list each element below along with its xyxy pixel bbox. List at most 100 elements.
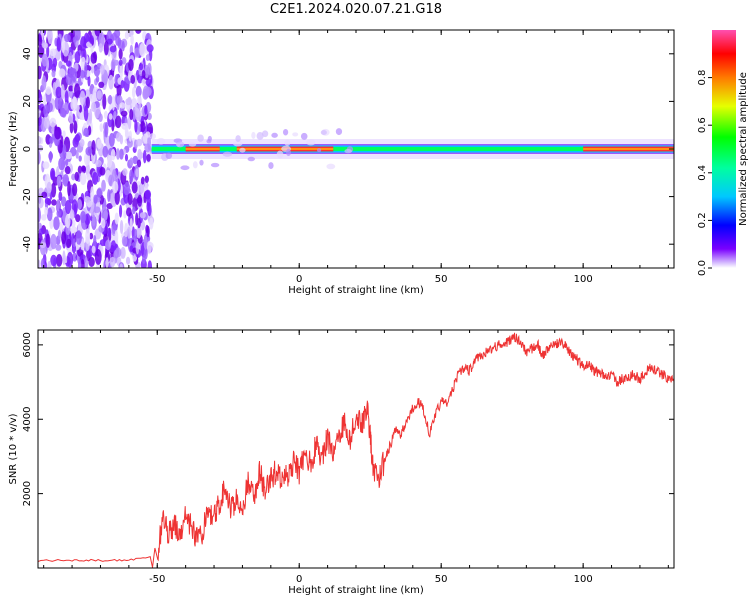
0-y-tick-label: 20 [22, 95, 33, 108]
heatmap-noise-cell [119, 220, 124, 235]
heatmap-noise-cell [79, 90, 86, 106]
heatmap-noise-cell [80, 258, 85, 268]
heatmap-noise-cell [43, 118, 51, 129]
snr-series-line [38, 332, 674, 568]
heatmap-noise-cell [144, 175, 149, 183]
heatmap-noise-cell [50, 167, 56, 181]
heatmap-noise-cell [74, 83, 81, 98]
heatmap-noise-cell [90, 45, 94, 53]
heatmap-noise-cell [132, 206, 136, 215]
heatmap-noise-cell [100, 217, 106, 229]
heatmap-noise-cell [129, 157, 134, 166]
heatmap-band-blob [175, 141, 185, 148]
heatmap-noise-cell [134, 47, 141, 58]
heatmap-noise-cell [91, 140, 96, 156]
heatmap-noise-cell [111, 32, 118, 41]
heatmap-noise-cell [91, 245, 96, 254]
heatmap-noise-cell [145, 131, 151, 138]
heatmap-noise-cell [89, 93, 94, 102]
heatmap-noise-cell [58, 191, 63, 202]
heatmap-noise-cell [119, 134, 124, 145]
heatmap-noise-cell [61, 231, 67, 245]
heatmap-noise-cell [149, 217, 154, 230]
heatmap-noise-cell [38, 135, 42, 145]
heatmap-noise-cell [81, 165, 87, 174]
heatmap-noise-cell [103, 209, 108, 221]
heatmap-noise-cell [84, 61, 88, 78]
heatmap-noise-cell [139, 63, 144, 71]
heatmap-noise-cell [91, 214, 96, 227]
heatmap-noise-cell [56, 175, 62, 188]
heatmap-noise-cell [88, 108, 93, 124]
heatmap-band-inner [151, 147, 674, 151]
heatmap-noise-cell [71, 252, 78, 262]
heatmap-noise-cell [114, 212, 119, 225]
heatmap-noise-cell [118, 48, 123, 60]
heatmap-noise-cell [129, 108, 134, 121]
heatmap-noise-cell [45, 233, 51, 248]
heatmap-noise-cell [96, 90, 102, 100]
heatmap-noise-cell [87, 75, 91, 87]
heatmap-noise-cell [43, 94, 47, 107]
heatmap-noise-cell [50, 254, 57, 267]
heatmap-noise-cell [141, 254, 146, 264]
heatmap-noise-cell [126, 226, 131, 239]
heatmap-noise-cell [38, 259, 41, 268]
heatmap-noise-cell [64, 101, 68, 111]
heatmap-noise-cell [41, 191, 48, 199]
snr-y-ticks: 2000 4000 6000 [22, 332, 674, 506]
heatmap-noise-cell [130, 34, 134, 45]
heatmap-noise-cell [135, 30, 142, 34]
heatmap-noise-cell [83, 105, 89, 122]
heatmap-noise-cell [137, 217, 141, 229]
heatmap-noise-cell [73, 120, 78, 134]
heatmap-noise-cell [62, 250, 66, 266]
heatmap-noise-cell [69, 121, 74, 134]
heatmap-noise-cell [135, 240, 140, 255]
heatmap-noise-cell [139, 182, 145, 194]
heatmap-noise-cell [135, 85, 142, 98]
snr-panel: -50 0 50 100 2000 4000 6000 Height of straigh… [8, 329, 675, 596]
colorbar-label: Normalized spectral amplitude [738, 72, 749, 226]
1-x-tick-label: 0 [296, 574, 302, 585]
heatmap-noise-cell [144, 104, 148, 115]
heatmap-noise-cell [84, 256, 89, 268]
heatmap-noise-cell [46, 207, 53, 222]
heatmap-noise-cell [110, 148, 116, 161]
heatmap-noise-cell [49, 136, 54, 144]
colorbar-tick-label: 0.2 [697, 212, 708, 228]
heatmap-noise-cell [120, 79, 125, 89]
heatmap-noise-cell [38, 149, 41, 165]
heatmap-noise-cell [85, 228, 91, 244]
heatmap-noise-cell [41, 42, 49, 49]
heatmap-noise-cell [145, 224, 149, 234]
heatmap-noise-cell [43, 104, 49, 118]
heatmap-band-blob [284, 139, 291, 146]
heatmap-band-blob [232, 140, 243, 147]
heatmap-noise-cell [118, 59, 123, 66]
heatmap-noise-cell [101, 179, 106, 192]
heatmap-noise-cell [46, 45, 50, 58]
heatmap-noise-cell [74, 171, 80, 182]
heatmap-noise-cell [77, 198, 83, 210]
heatmap-noise-cell [79, 172, 87, 186]
heatmap-noise-cell [55, 86, 62, 99]
heatmap-noise-cell [145, 78, 152, 87]
heatmap-noise-cell [144, 189, 152, 200]
heatmap-noise-cell [136, 226, 142, 239]
heatmap-noise-cell [45, 86, 52, 95]
heatmap-noise-cell [56, 36, 61, 52]
heatmap-noise-cell [93, 66, 101, 77]
heatmap-noise-cell [77, 258, 82, 268]
heatmap-band-blob [165, 152, 173, 159]
heatmap-noise-cell [44, 197, 51, 205]
heatmap-noise-cell [69, 209, 75, 220]
heatmap-noise-cell [123, 181, 131, 196]
colorbar-ticks: 0.0 0.2 0.4 0.6 0.8 [697, 70, 712, 276]
heatmap-noise-cell [72, 238, 76, 248]
colorbar-tick-label: 0.0 [697, 260, 708, 276]
heatmap-noise-cell [99, 167, 106, 176]
heatmap-noise-cell [111, 95, 115, 111]
heatmap-noise-cell [85, 96, 90, 109]
